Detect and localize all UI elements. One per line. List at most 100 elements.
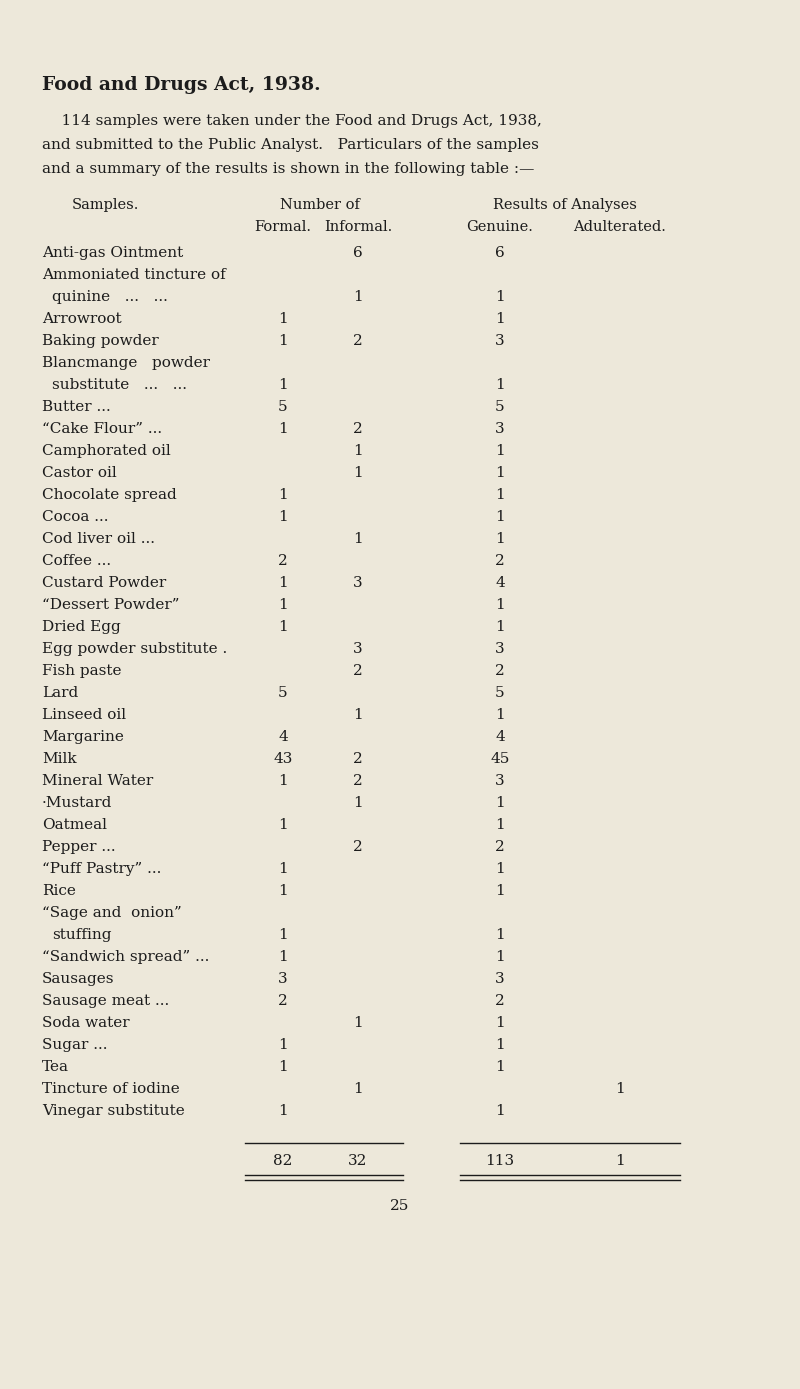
Text: 43: 43 — [274, 751, 293, 765]
Text: 1: 1 — [495, 444, 505, 458]
Text: Number of: Number of — [280, 199, 360, 213]
Text: 2: 2 — [278, 995, 288, 1008]
Text: “Sandwich spread” ...: “Sandwich spread” ... — [42, 950, 210, 964]
Text: 1: 1 — [278, 818, 288, 832]
Text: 2: 2 — [495, 995, 505, 1008]
Text: Castor oil: Castor oil — [42, 465, 117, 481]
Text: 4: 4 — [495, 576, 505, 590]
Text: Adulterated.: Adulterated. — [574, 219, 666, 233]
Text: 5: 5 — [495, 400, 505, 414]
Text: Baking powder: Baking powder — [42, 333, 158, 349]
Text: 1: 1 — [495, 950, 505, 964]
Text: 1: 1 — [278, 950, 288, 964]
Text: Lard: Lard — [42, 686, 78, 700]
Text: Custard Powder: Custard Powder — [42, 576, 166, 590]
Text: 1: 1 — [495, 378, 505, 392]
Text: “Sage and  onion”: “Sage and onion” — [42, 906, 182, 920]
Text: Anti-gas Ointment: Anti-gas Ointment — [42, 246, 183, 260]
Text: 1: 1 — [278, 333, 288, 349]
Text: 1: 1 — [353, 465, 363, 481]
Text: 45: 45 — [490, 751, 510, 765]
Text: Genuine.: Genuine. — [466, 219, 534, 233]
Text: Informal.: Informal. — [324, 219, 392, 233]
Text: 2: 2 — [353, 422, 363, 436]
Text: Results of Analyses: Results of Analyses — [493, 199, 637, 213]
Text: 1: 1 — [615, 1082, 625, 1096]
Text: Camphorated oil: Camphorated oil — [42, 444, 170, 458]
Text: quinine   ...   ...: quinine ... ... — [52, 290, 168, 304]
Text: Butter ...: Butter ... — [42, 400, 110, 414]
Text: 1: 1 — [353, 796, 363, 810]
Text: Blancmange   powder: Blancmange powder — [42, 356, 210, 369]
Text: 114 samples were taken under the Food and Drugs Act, 1938,: 114 samples were taken under the Food an… — [42, 114, 542, 128]
Text: 1: 1 — [495, 928, 505, 942]
Text: 1: 1 — [278, 1038, 288, 1051]
Text: 1: 1 — [495, 818, 505, 832]
Text: 1: 1 — [278, 774, 288, 788]
Text: 2: 2 — [495, 840, 505, 854]
Text: 1: 1 — [615, 1154, 625, 1168]
Text: 5: 5 — [278, 686, 288, 700]
Text: 6: 6 — [353, 246, 363, 260]
Text: Milk: Milk — [42, 751, 77, 765]
Text: Tincture of iodine: Tincture of iodine — [42, 1082, 180, 1096]
Text: 2: 2 — [353, 774, 363, 788]
Text: stuffing: stuffing — [52, 928, 111, 942]
Text: Ammoniated tincture of: Ammoniated tincture of — [42, 268, 226, 282]
Text: 1: 1 — [495, 465, 505, 481]
Text: Egg powder substitute .: Egg powder substitute . — [42, 642, 227, 656]
Text: Samples.: Samples. — [72, 199, 139, 213]
Text: “Dessert Powder”: “Dessert Powder” — [42, 599, 179, 613]
Text: 4: 4 — [278, 731, 288, 745]
Text: 1: 1 — [278, 619, 288, 633]
Text: Margarine: Margarine — [42, 731, 124, 745]
Text: 3: 3 — [495, 642, 505, 656]
Text: Pepper ...: Pepper ... — [42, 840, 116, 854]
Text: 1: 1 — [278, 599, 288, 613]
Text: Tea: Tea — [42, 1060, 69, 1074]
Text: 1: 1 — [495, 619, 505, 633]
Text: Sausage meat ...: Sausage meat ... — [42, 995, 170, 1008]
Text: 5: 5 — [495, 686, 505, 700]
Text: Dried Egg: Dried Egg — [42, 619, 121, 633]
Text: 5: 5 — [278, 400, 288, 414]
Text: 2: 2 — [278, 554, 288, 568]
Text: 1: 1 — [353, 1015, 363, 1031]
Text: Sugar ...: Sugar ... — [42, 1038, 107, 1051]
Text: Oatmeal: Oatmeal — [42, 818, 107, 832]
Text: 1: 1 — [278, 378, 288, 392]
Text: Linseed oil: Linseed oil — [42, 708, 126, 722]
Text: 1: 1 — [278, 883, 288, 899]
Text: 1: 1 — [278, 488, 288, 501]
Text: 1: 1 — [495, 290, 505, 304]
Text: 1: 1 — [278, 1060, 288, 1074]
Text: 2: 2 — [353, 333, 363, 349]
Text: substitute   ...   ...: substitute ... ... — [52, 378, 187, 392]
Text: 3: 3 — [353, 576, 363, 590]
Text: 1: 1 — [495, 1104, 505, 1118]
Text: 1: 1 — [278, 863, 288, 876]
Text: Soda water: Soda water — [42, 1015, 130, 1031]
Text: 32: 32 — [348, 1154, 368, 1168]
Text: “Cake Flour” ...: “Cake Flour” ... — [42, 422, 162, 436]
Text: 2: 2 — [495, 554, 505, 568]
Text: and a summary of the results is shown in the following table :—: and a summary of the results is shown in… — [42, 163, 534, 176]
Text: Arrowroot: Arrowroot — [42, 313, 122, 326]
Text: Chocolate spread: Chocolate spread — [42, 488, 177, 501]
Text: Coffee ...: Coffee ... — [42, 554, 111, 568]
Text: Sausages: Sausages — [42, 972, 114, 986]
Text: 2: 2 — [353, 840, 363, 854]
Text: 3: 3 — [495, 972, 505, 986]
Text: 1: 1 — [495, 883, 505, 899]
Text: 2: 2 — [353, 751, 363, 765]
Text: 3: 3 — [495, 422, 505, 436]
Text: “Puff Pastry” ...: “Puff Pastry” ... — [42, 863, 162, 876]
Text: Cocoa ...: Cocoa ... — [42, 510, 109, 524]
Text: 1: 1 — [353, 532, 363, 546]
Text: 1: 1 — [278, 576, 288, 590]
Text: 2: 2 — [495, 664, 505, 678]
Text: 1: 1 — [495, 1015, 505, 1031]
Text: 1: 1 — [278, 313, 288, 326]
Text: 25: 25 — [390, 1199, 410, 1213]
Text: 1: 1 — [495, 863, 505, 876]
